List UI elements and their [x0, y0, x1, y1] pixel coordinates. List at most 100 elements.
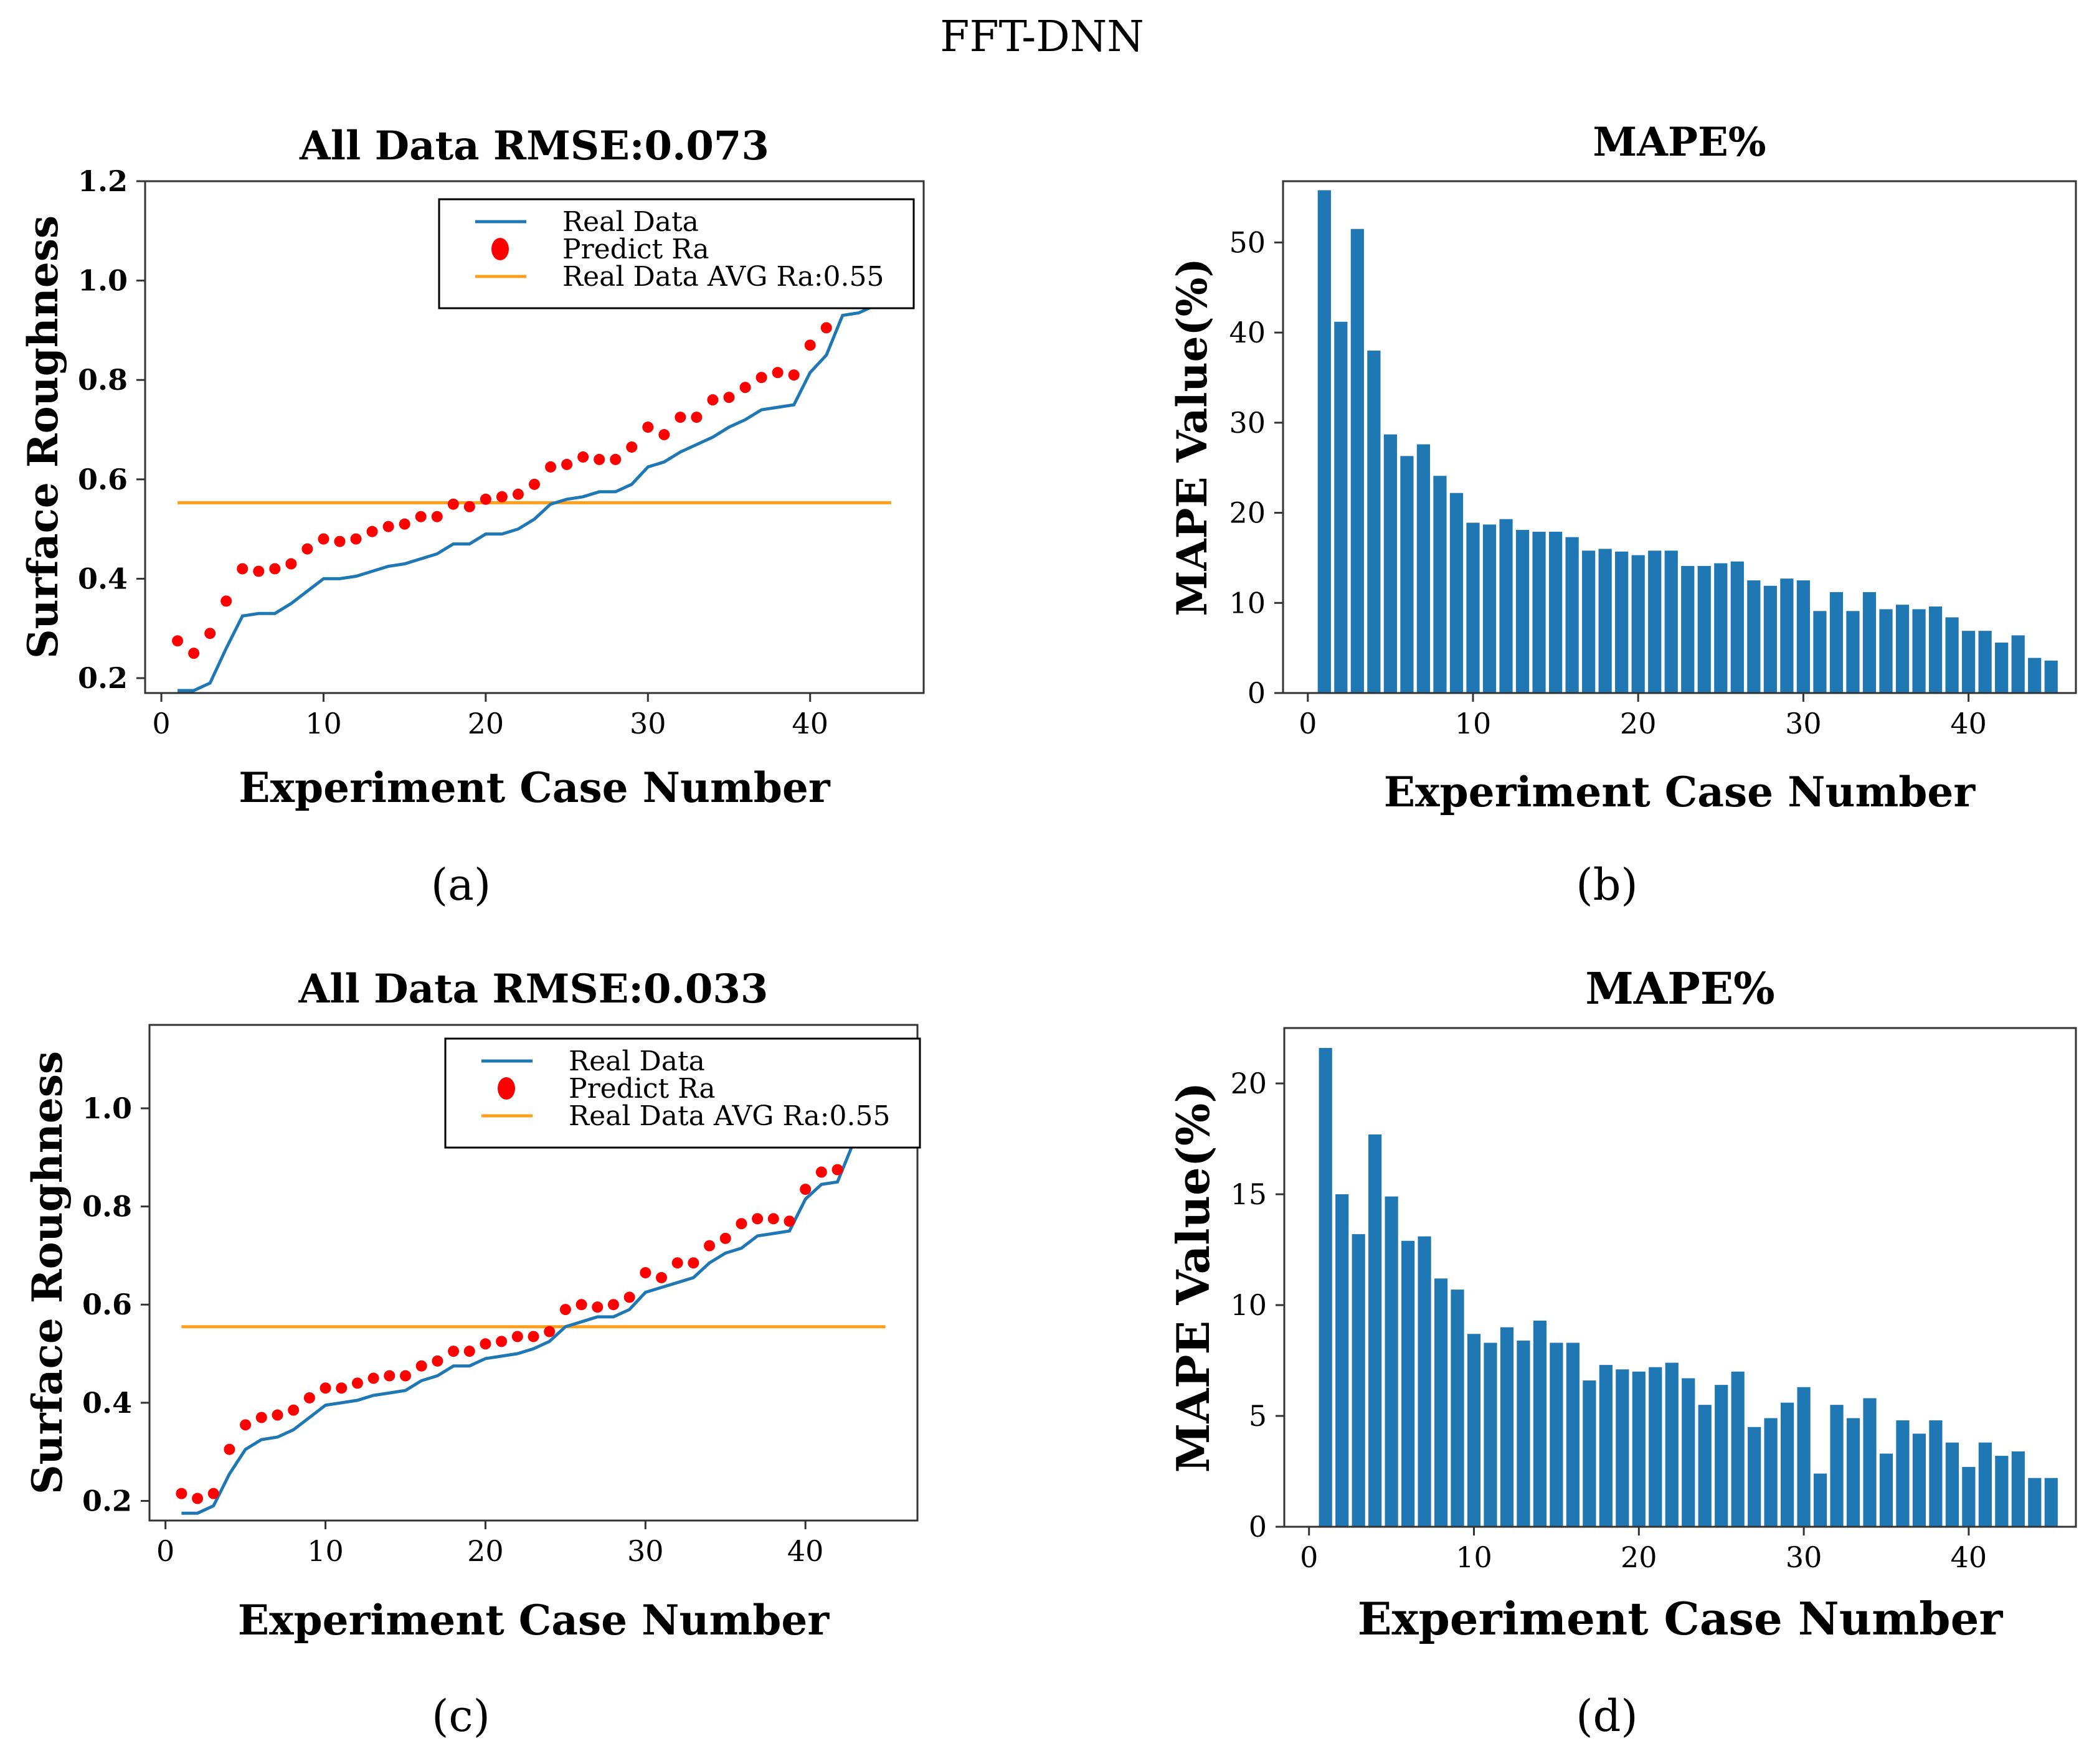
bar	[1649, 1367, 1662, 1527]
legend-label: Real Data	[569, 1045, 705, 1077]
y-tick-label: 20	[1229, 496, 1266, 530]
bar	[1367, 351, 1381, 693]
bar	[1697, 565, 1711, 693]
predict-point	[529, 478, 540, 490]
x-tick-label: 0	[156, 1534, 174, 1568]
plot-frame-top	[1283, 1027, 2077, 1528]
predict-point	[253, 565, 265, 577]
y-axis-label: MAPE Value(%)	[1167, 1082, 1220, 1473]
predict-point	[831, 1164, 843, 1176]
predict-point	[561, 458, 573, 470]
legend-label: Predict Ra	[569, 1073, 716, 1105]
y-tick-label: 0.2	[78, 661, 128, 695]
predict-point	[176, 1488, 187, 1499]
chart-b: MAPE% 0 10 20 30 40 0 10 20 30 40 50 Experiment Case…	[1168, 119, 2077, 910]
predict-point	[463, 1346, 475, 1357]
legend-label: Real Data AVG Ra:0.55	[562, 261, 884, 293]
predict-point	[220, 595, 232, 607]
plot-frame	[144, 180, 925, 694]
y-tick-label: 1.0	[78, 264, 128, 298]
predict-point	[559, 1304, 571, 1316]
plot-frame-top	[1282, 180, 2077, 694]
predict-point	[432, 1355, 443, 1367]
bar	[1548, 531, 1563, 693]
bar	[1484, 1342, 1497, 1527]
predict-point	[545, 461, 557, 473]
bar	[1499, 519, 1513, 693]
predict-point	[400, 1370, 411, 1382]
legend-swatch-predict	[498, 1077, 515, 1100]
bar	[1565, 537, 1579, 693]
predict-point	[320, 1382, 331, 1394]
predict-point	[366, 526, 378, 537]
predict-point	[496, 1336, 508, 1347]
predict-point	[820, 322, 832, 334]
predict-point	[610, 453, 622, 465]
predict-point	[240, 1419, 252, 1431]
bar	[1682, 1378, 1695, 1527]
bar	[1730, 561, 1744, 693]
panel-label: (c)	[432, 1691, 490, 1742]
bar	[1599, 1365, 1613, 1527]
predict-point	[415, 1360, 427, 1372]
predict-point	[723, 392, 735, 403]
predict-point	[594, 453, 605, 465]
bar	[1515, 530, 1530, 693]
predict-point	[172, 635, 184, 647]
predict-point	[303, 1392, 315, 1403]
legend-label: Predict Ra	[562, 233, 709, 265]
bar	[1896, 1420, 1910, 1527]
predict-point	[336, 1382, 348, 1394]
predict-point	[285, 558, 297, 570]
bar	[1665, 1362, 1679, 1527]
legend-box	[444, 1037, 921, 1149]
predict-point	[575, 1299, 587, 1311]
predict-point	[640, 1267, 651, 1278]
predict-point	[351, 1377, 363, 1389]
bar	[1764, 1418, 1778, 1527]
bar	[1681, 565, 1695, 693]
bar	[1583, 1380, 1596, 1527]
bar	[1566, 1342, 1580, 1527]
predict-point	[399, 518, 410, 530]
predict-point	[480, 1338, 491, 1350]
bar	[1698, 1405, 1712, 1527]
bar	[1467, 1334, 1481, 1527]
predict-point	[204, 628, 216, 639]
bar	[1829, 592, 1844, 693]
predict-point	[288, 1404, 300, 1416]
y-tick-label: 5	[1249, 1399, 1267, 1433]
bar	[1715, 1385, 1728, 1527]
bar	[1763, 585, 1777, 693]
predict-point	[671, 1257, 683, 1269]
x-tick-label: 20	[1620, 707, 1657, 740]
bar	[1846, 611, 1860, 693]
bar	[2011, 635, 2025, 693]
predict-point	[415, 511, 427, 522]
predict-point	[815, 1166, 827, 1178]
x-tick-label: 40	[787, 1534, 824, 1568]
bar	[1532, 531, 1546, 693]
bar	[1416, 444, 1431, 693]
predict-point	[642, 422, 654, 433]
predict-point	[719, 1232, 731, 1244]
x-tick-label: 20	[1621, 1540, 1657, 1574]
predict-point	[301, 543, 313, 555]
y-tick-label: 0.8	[78, 363, 128, 397]
bar	[1830, 1405, 1844, 1527]
bar	[2028, 658, 2042, 693]
x-axis-label: Experiment Case Number	[238, 1596, 830, 1644]
x-axis-label: Experiment Case Number	[1384, 768, 1976, 816]
bar	[1631, 555, 1645, 693]
y-tick-label: 0.2	[82, 1484, 132, 1517]
bar	[1616, 1369, 1629, 1527]
bar	[1797, 1387, 1811, 1527]
y-tick-label: 0	[1248, 676, 1266, 710]
bar	[1451, 1290, 1464, 1527]
bar	[1781, 1402, 1794, 1527]
bar	[1466, 522, 1480, 693]
x-tick-label: 10	[1456, 1540, 1492, 1574]
chart-title: All Data RMSE:0.073	[299, 123, 769, 169]
